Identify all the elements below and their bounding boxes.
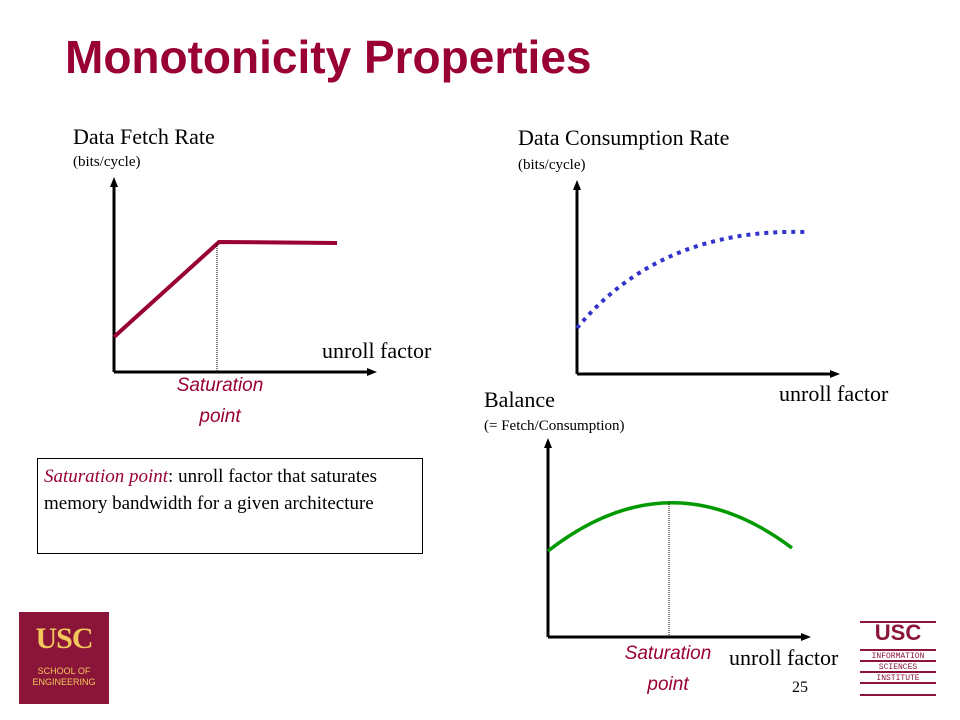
fetch-chart — [110, 177, 377, 376]
fetch-xlabel: unroll factor — [322, 338, 432, 363]
logo-right-line3: INSTITUTE — [876, 674, 920, 683]
fetch-saturation-line1: Saturation — [176, 375, 264, 396]
usc-isi-logo-name: USC — [874, 620, 922, 645]
slide-title: Monotonicity Properties — [65, 31, 592, 83]
consumption-ylabel: Data Consumption Rate — [518, 125, 730, 150]
balance-ylabel: Balance — [484, 387, 555, 412]
fetch-ylabel: Data Fetch Rate — [73, 124, 215, 149]
page-number: 25 — [792, 679, 808, 696]
balance-saturation-line2: point — [647, 674, 689, 695]
fetch-rate-curve — [112, 239, 338, 339]
consumption-rate-curve — [575, 229, 807, 330]
consumption-chart — [573, 180, 840, 378]
logo-right-line2: SCIENCES — [878, 663, 918, 672]
definition-term: Saturation point — [44, 466, 169, 487]
definition-text: : unroll factor that saturates memory ba… — [44, 466, 377, 514]
fetch-ylabel-unit: (bits/cycle) — [73, 154, 141, 170]
isi-logo-rules — [860, 621, 936, 696]
balance-chart — [544, 438, 811, 641]
usc-isi-logo: USC INFORMATION SCIENCES INSTITUTE — [860, 620, 936, 700]
balance-saturation-line1: Saturation — [624, 643, 712, 664]
balance-xlabel: unroll factor — [729, 645, 839, 670]
fetch-saturation-line2: point — [199, 406, 241, 427]
balance-saturation-label: Saturation point — [608, 638, 728, 700]
usc-engineering-logo-name: USC — [35, 622, 93, 655]
balance-ylabel-unit: (= Fetch/Consumption) — [484, 418, 625, 434]
consumption-xlabel: unroll factor — [779, 381, 889, 406]
logo-right-line1: INFORMATION — [871, 652, 925, 661]
logo-left-line1: SCHOOL OF — [37, 666, 91, 676]
fetch-saturation-label: Saturation point — [160, 370, 280, 432]
consumption-ylabel-unit: (bits/cycle) — [518, 157, 586, 173]
usc-engineering-logo-subtitle: SCHOOL OF ENGINEERING — [19, 666, 109, 688]
balance-curve — [546, 501, 794, 553]
logo-left-line2: ENGINEERING — [32, 677, 96, 687]
usc-engineering-logo: USC SCHOOL OF ENGINEERING — [19, 612, 109, 704]
definition-box: Saturation point: unroll factor that sat… — [37, 458, 423, 554]
